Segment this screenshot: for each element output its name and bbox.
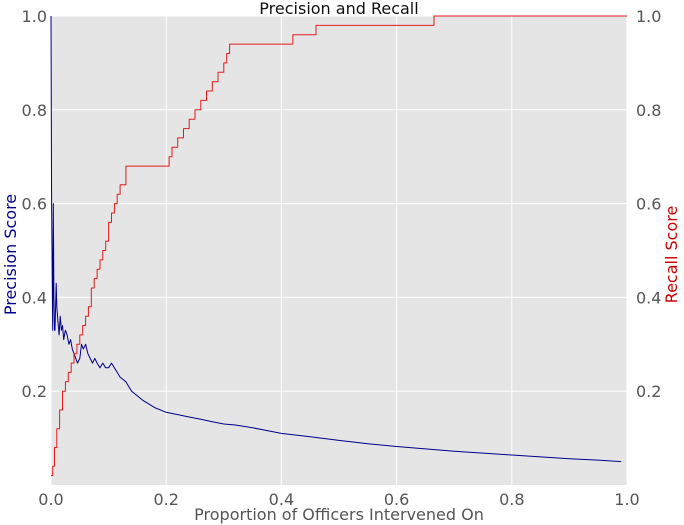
- y-right-tick-label: 0.4: [636, 288, 661, 307]
- y-right-tick-label: 1.0: [636, 7, 661, 26]
- y-left-tick-label: 0.2: [22, 382, 47, 401]
- x-axis-label: Proportion of Officers Intervened On: [194, 505, 484, 524]
- y-left-tick-labels: 0.2 0.4 0.6 0.8 1.0: [22, 7, 47, 401]
- x-tick-labels: 0.0 0.2 0.4 0.6 0.8 1.0: [38, 490, 639, 509]
- grid-lines: [50, 15, 628, 485]
- x-tick-label: 0.8: [499, 490, 524, 509]
- x-tick-label: 0.2: [153, 490, 178, 509]
- y-left-tick-label: 0.4: [22, 288, 47, 307]
- y-right-tick-labels: 0.2 0.4 0.6 0.8 1.0: [636, 7, 661, 401]
- plot-area: [51, 16, 627, 485]
- x-tick-label: 0.6: [384, 490, 409, 509]
- x-tick-label: 1.0: [614, 490, 639, 509]
- y-left-tick-label: 0.6: [22, 195, 47, 214]
- chart-title: Precision and Recall: [259, 0, 418, 18]
- recall-series-line: [51, 15, 627, 477]
- y-axis-label-left: Precision Score: [1, 194, 20, 315]
- y-left-tick-label: 0.8: [22, 101, 47, 120]
- y-right-tick-label: 0.2: [636, 382, 661, 401]
- series-layer: [50, 15, 627, 477]
- x-tick-label: 0.4: [269, 490, 294, 509]
- y-right-tick-label: 0.8: [636, 101, 661, 120]
- precision-series-line: [50, 15, 622, 463]
- y-left-tick-label: 1.0: [22, 7, 47, 26]
- y-right-tick-label: 0.6: [636, 195, 661, 214]
- y-axis-label-right: Recall Score: [662, 206, 681, 304]
- x-tick-label: 0.0: [38, 490, 63, 509]
